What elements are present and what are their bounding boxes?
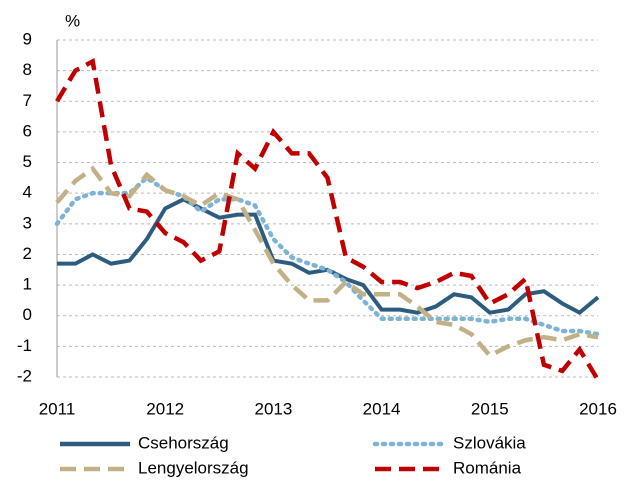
- x-tick-label: 2011: [39, 399, 76, 418]
- x-tick-label: 2013: [254, 399, 292, 418]
- y-tick-label: -1: [17, 336, 32, 355]
- series-line: [55, 58, 600, 382]
- x-tick-label: 2012: [146, 399, 184, 418]
- legend-label: Lengyelország: [138, 458, 249, 477]
- legend-label: Csehország: [138, 433, 229, 452]
- series-line: [54, 175, 601, 337]
- y-tick-label: 2: [23, 244, 32, 263]
- series-line: [55, 165, 599, 359]
- y-tick-label: -2: [17, 366, 32, 385]
- x-tick-label: 2016: [579, 399, 617, 418]
- legend-label: Románia: [453, 458, 522, 477]
- legend-label: Szlovákia: [453, 433, 526, 452]
- y-tick-label: 0: [23, 305, 32, 324]
- series-line: [57, 197, 600, 316]
- y-tick-label: 1: [23, 275, 32, 294]
- y-tick-label: 5: [23, 152, 32, 171]
- x-tick-label: 2015: [471, 399, 509, 418]
- y-axis-label: %: [65, 11, 80, 30]
- y-tick-label: 4: [23, 183, 32, 202]
- y-tick-label: 9: [23, 29, 32, 48]
- y-tick-label: 8: [23, 60, 32, 79]
- y-tick-label: 6: [23, 121, 32, 140]
- x-tick-label: 2014: [363, 399, 401, 418]
- y-tick-label: 3: [23, 213, 32, 232]
- y-tick-label: 7: [23, 91, 32, 110]
